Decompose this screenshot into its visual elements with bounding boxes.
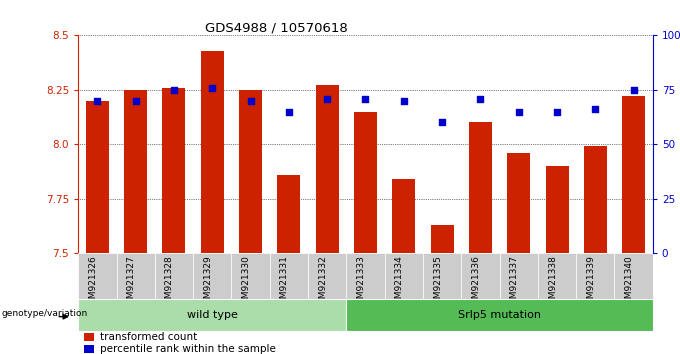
Bar	[507, 153, 530, 253]
Bar	[622, 96, 645, 253]
Text: GSM921338: GSM921338	[548, 256, 557, 310]
Bar	[86, 101, 109, 253]
Point	[207, 85, 218, 91]
Text: GDS4988 / 10570618: GDS4988 / 10570618	[205, 21, 347, 34]
Text: GSM921327: GSM921327	[126, 256, 135, 310]
Bar	[84, 333, 95, 341]
Bar	[430, 225, 454, 253]
Text: wild type: wild type	[187, 310, 238, 320]
Bar	[316, 85, 339, 253]
Bar	[308, 253, 346, 299]
Bar	[270, 253, 308, 299]
Bar	[584, 147, 607, 253]
Bar	[124, 90, 147, 253]
Bar	[423, 253, 461, 299]
Bar	[346, 299, 653, 331]
Bar	[277, 175, 301, 253]
Bar	[615, 253, 653, 299]
Point	[475, 96, 486, 101]
Bar	[469, 122, 492, 253]
Text: GSM921328: GSM921328	[165, 256, 174, 310]
Bar	[155, 253, 193, 299]
Text: GSM921334: GSM921334	[395, 256, 404, 310]
Bar	[78, 253, 116, 299]
Text: GSM921335: GSM921335	[433, 256, 442, 310]
Text: GSM921336: GSM921336	[471, 256, 480, 310]
Point	[169, 87, 180, 93]
Bar	[346, 253, 385, 299]
Text: GSM921326: GSM921326	[88, 256, 97, 310]
Bar	[385, 253, 423, 299]
Point	[245, 98, 256, 104]
Bar	[538, 253, 576, 299]
Text: genotype/variation: genotype/variation	[1, 309, 88, 318]
Bar	[392, 179, 415, 253]
Bar	[116, 253, 155, 299]
Text: GSM921330: GSM921330	[241, 256, 250, 310]
Bar	[163, 88, 186, 253]
Point	[590, 107, 600, 112]
Point	[628, 87, 639, 93]
Bar	[461, 253, 500, 299]
Text: Srlp5 mutation: Srlp5 mutation	[458, 310, 541, 320]
Point	[437, 120, 447, 125]
Bar	[354, 112, 377, 253]
Bar	[576, 253, 615, 299]
Text: GSM921340: GSM921340	[625, 256, 634, 310]
Point	[360, 96, 371, 101]
Bar	[78, 299, 346, 331]
Point	[92, 98, 103, 104]
Text: GSM921329: GSM921329	[203, 256, 212, 310]
Text: GSM921332: GSM921332	[318, 256, 327, 310]
Point	[130, 98, 141, 104]
Bar	[545, 166, 568, 253]
Bar	[231, 253, 270, 299]
Bar	[193, 253, 231, 299]
Bar	[84, 345, 95, 353]
Point	[322, 96, 333, 101]
Point	[398, 98, 409, 104]
Bar	[500, 253, 538, 299]
Text: transformed count: transformed count	[100, 332, 197, 342]
Text: GSM921337: GSM921337	[510, 256, 519, 310]
Bar	[201, 51, 224, 253]
Point	[551, 109, 562, 114]
Text: GSM921339: GSM921339	[586, 256, 595, 310]
Text: GSM921331: GSM921331	[280, 256, 289, 310]
Text: GSM921333: GSM921333	[356, 256, 365, 310]
Bar	[239, 90, 262, 253]
Point	[284, 109, 294, 114]
Point	[513, 109, 524, 114]
Text: percentile rank within the sample: percentile rank within the sample	[100, 344, 276, 354]
